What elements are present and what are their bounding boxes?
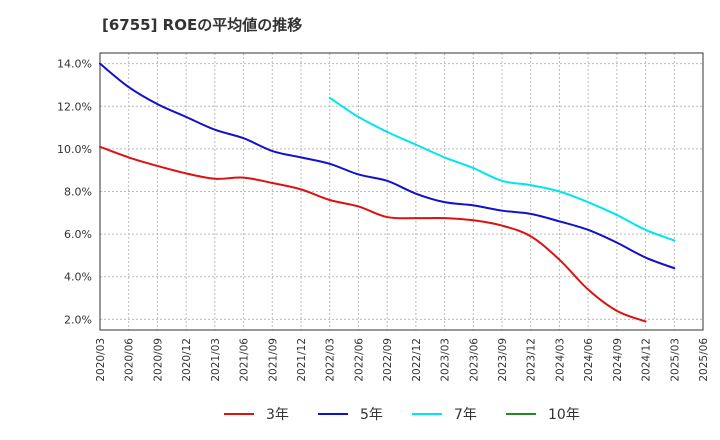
y-tick-label: 14.0% [57,58,92,71]
x-tick-label: 2020/12 [181,338,193,382]
x-tick-label: 2023/06 [468,338,480,382]
y-tick-label: 12.0% [57,100,92,113]
y-tick-label: 6.0% [64,228,92,241]
x-tick-label: 2021/03 [210,338,222,382]
y-axis-ticks: 2.0% 4.0% 6.0% 8.0% 10.0% 12.0% 14.0% [57,58,92,327]
y-tick-label: 8.0% [64,186,92,199]
x-tick-label: 2025/03 [669,338,681,382]
legend-label: 3年 [266,407,289,423]
x-tick-label: 2020/03 [95,338,107,382]
legend-label: 10年 [548,407,580,423]
x-tick-label: 2022/03 [325,338,337,382]
x-tick-label: 2024/03 [554,338,566,382]
legend: 3年 5年 7年 10年 [224,407,580,423]
x-tick-label: 2021/12 [296,338,308,382]
x-tick-label: 2024/06 [583,338,595,382]
x-tick-label: 2024/09 [612,338,624,382]
x-tick-label: 2021/06 [239,338,251,382]
x-tick-label: 2023/09 [497,338,509,382]
grid-layer [100,53,703,330]
y-tick-label: 10.0% [57,143,92,156]
series-line-2 [99,62,676,270]
x-tick-label: 2023/12 [526,338,538,382]
legend-label: 5年 [360,407,383,423]
x-tick-label: 2021/09 [267,338,279,382]
x-tick-label: 2022/06 [353,338,365,382]
x-tick-label: 2025/06 [698,338,710,382]
y-tick-label: 4.0% [64,271,92,284]
plot-frame [99,52,704,331]
x-tick-label: 2024/12 [641,338,653,382]
x-tick-label: 2022/12 [411,338,423,382]
chart-title: [6755] ROEの平均値の推移 [102,16,303,34]
legend-label: 7年 [454,407,477,423]
x-tick-label: 2023/03 [440,338,452,382]
x-tick-label: 2020/06 [124,338,136,382]
y-tick-label: 2.0% [64,313,92,326]
series-line-1 [99,145,647,323]
x-axis-ticks: 2020/03 2020/06 2020/09 2020/12 2021/03 2021/… [95,338,710,382]
series-layer [99,62,676,323]
x-tick-label: 2022/09 [382,338,394,382]
x-tick-label: 2020/09 [152,338,164,382]
series-line-3 [328,96,676,242]
